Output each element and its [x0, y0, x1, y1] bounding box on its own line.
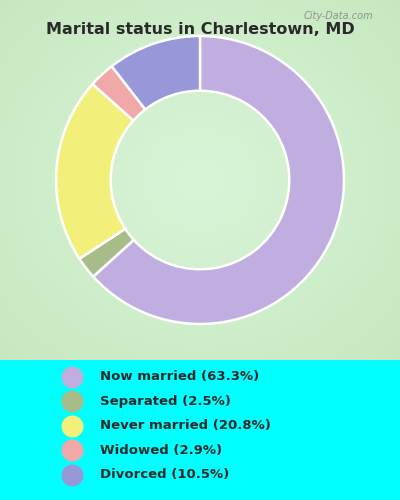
Wedge shape — [93, 36, 344, 324]
Wedge shape — [79, 229, 134, 276]
Text: Separated (2.5%): Separated (2.5%) — [100, 395, 231, 408]
Wedge shape — [92, 66, 145, 120]
Text: Never married (20.8%): Never married (20.8%) — [100, 420, 271, 432]
Text: Marital status in Charlestown, MD: Marital status in Charlestown, MD — [46, 22, 354, 38]
Point — [69, 398, 75, 406]
Text: City-Data.com: City-Data.com — [303, 11, 373, 21]
Text: Divorced (10.5%): Divorced (10.5%) — [100, 468, 229, 481]
Text: Now married (63.3%): Now married (63.3%) — [100, 370, 259, 384]
Wedge shape — [112, 36, 200, 110]
Wedge shape — [56, 84, 134, 258]
Point — [69, 446, 75, 454]
Point — [69, 471, 75, 479]
Point — [69, 422, 75, 430]
Text: Widowed (2.9%): Widowed (2.9%) — [100, 444, 222, 457]
Point — [69, 373, 75, 381]
